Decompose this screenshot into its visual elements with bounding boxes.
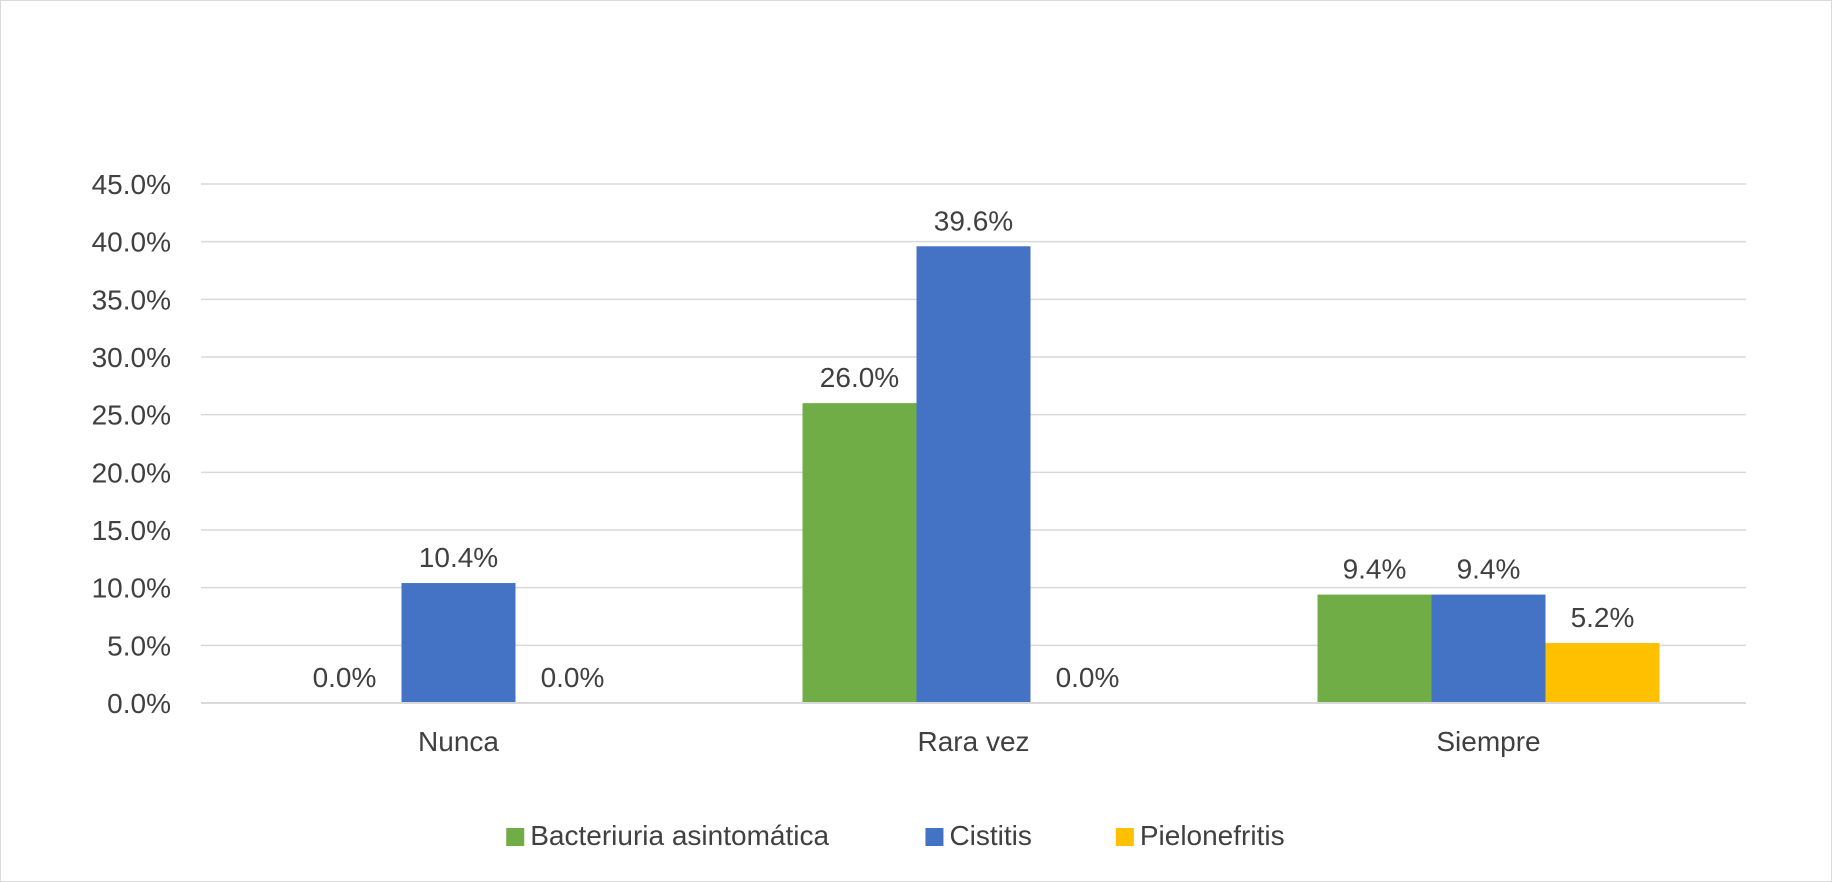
y-tick-label: 35.0% — [92, 284, 171, 315]
y-tick-label: 0.0% — [107, 688, 171, 719]
bars — [401, 246, 1660, 703]
x-tick-label: Rara vez — [917, 726, 1029, 757]
data-label: 26.0% — [820, 362, 899, 393]
data-labels: 0.0% 10.4% 0.0% 26.0% 39.6% 0.0% 9.4% 9.4% 5.2% — [313, 205, 1635, 693]
legend-swatch — [1115, 828, 1134, 846]
legend-item: Cistitis — [925, 820, 1032, 851]
x-axis: Nunca Rara vez Siempre — [201, 702, 1746, 757]
legend-label: Cistitis — [949, 820, 1031, 851]
x-tick-label: Nunca — [418, 726, 499, 757]
legend-swatch — [925, 828, 944, 846]
legend-label: Pielonefritis — [1140, 820, 1285, 851]
bar — [802, 403, 917, 703]
y-tick-label: 20.0% — [92, 457, 171, 488]
legend-item: Bacteriuria asintomática — [506, 820, 829, 851]
y-tick-label: 10.0% — [92, 573, 171, 604]
y-tick-label: 45.0% — [92, 169, 171, 200]
bar — [916, 246, 1031, 703]
y-tick-label: 25.0% — [92, 400, 171, 431]
data-label: 10.4% — [419, 542, 498, 573]
data-label: 9.4% — [1457, 554, 1521, 585]
data-label: 9.4% — [1343, 554, 1407, 585]
data-label: 5.2% — [1571, 602, 1635, 633]
legend-swatch — [506, 828, 525, 846]
bar — [1545, 643, 1660, 703]
x-tick-label: Siempre — [1436, 726, 1540, 757]
legend-item: Pielonefritis — [1115, 820, 1285, 851]
data-label: 39.6% — [934, 205, 1013, 236]
legend: Bacteriuria asintomática Cistitis Pielonef… — [506, 820, 1285, 851]
data-label: 0.0% — [541, 662, 605, 693]
bar — [1317, 594, 1432, 703]
y-tick-label: 5.0% — [107, 630, 171, 661]
data-label: 0.0% — [313, 662, 377, 693]
y-tick-label: 30.0% — [92, 342, 171, 373]
y-axis-tick-labels: 0.0% 5.0% 10.0% 15.0% 20.0% 25.0% 30.0% 35.0% 40… — [92, 169, 171, 719]
y-tick-label: 40.0% — [92, 227, 171, 258]
y-tick-label: 15.0% — [92, 515, 171, 546]
bar — [1431, 594, 1546, 703]
legend-label: Bacteriuria asintomática — [530, 820, 829, 851]
bar — [401, 583, 516, 703]
data-label: 0.0% — [1056, 662, 1120, 693]
